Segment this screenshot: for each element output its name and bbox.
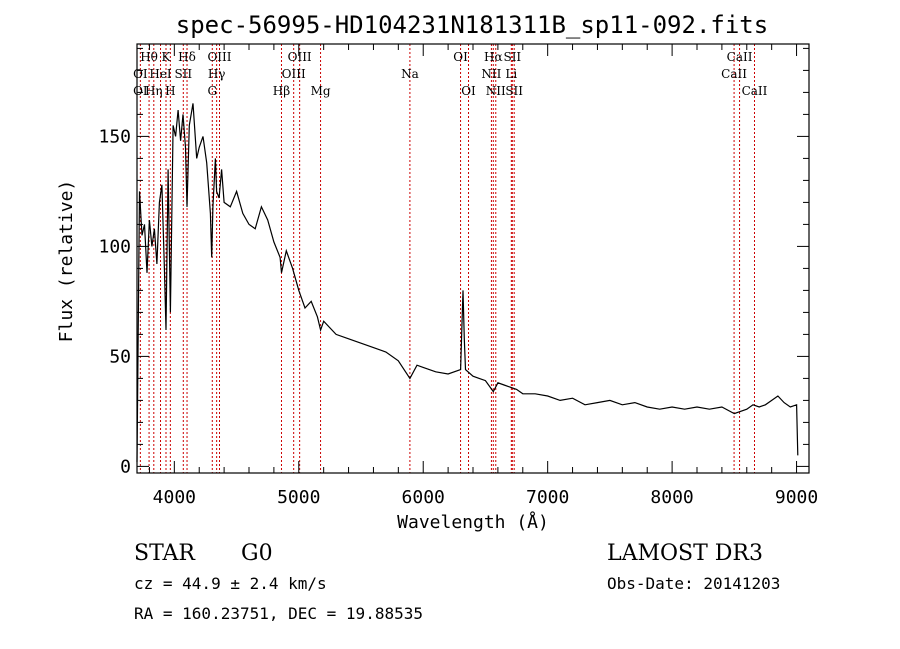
emission-line-label: H [165,84,175,98]
emission-line-labels: Hθ OI OI K HeI Hη H Hδ SII OIII Hγ G OIII OIII Hβ Mg Na O… [133,50,768,98]
object-type: STAR [134,541,196,566]
emission-line-label: OIII [207,50,231,64]
emission-line-label: Hη [145,84,163,98]
emission-line-label: OI [461,84,476,98]
observation-date: Obs-Date: 20141203 [607,574,780,593]
emission-line-label: SII [503,50,521,64]
emission-line-label: Li [505,67,517,81]
y-axis-label: Flux (relative) [56,180,77,343]
emission-line-label: SII [505,84,523,98]
emission-line-label: SII [174,67,192,81]
emission-line-label: HeI [149,67,172,81]
redshift-velocity: cz = 44.9 ± 2.4 km/s [134,574,327,593]
emission-line-label: OI [133,67,148,81]
x-axis-label: Wavelength (Å) [397,511,549,533]
chart-title: spec-56995-HD104231N181311B_sp11-092.fit… [176,11,768,39]
emission-line-label: OI [453,50,468,64]
x-tick-label: 8000 [650,487,693,508]
x-tick-label: 9000 [775,487,818,508]
x-axis-ticks: 4000 5000 6000 7000 8000 9000 [148,44,818,508]
sky-coordinates: RA = 160.23751, DEC = 19.88535 [134,604,423,623]
emission-line-label: Mg [311,84,331,98]
y-tick-label: 100 [98,236,131,257]
y-tick-label: 150 [98,126,131,147]
emission-line-label: OIII [288,50,312,64]
emission-line-label: NII [481,67,501,81]
emission-line-label: CaII [721,67,747,81]
emission-line-label: NII [486,84,506,98]
emission-line-label: OIII [282,67,306,81]
survey-name: LAMOST DR3 [607,541,763,566]
y-tick-label: 0 [120,456,131,477]
emission-line-label: Hγ [208,67,226,81]
emission-line-label: Hα [484,50,503,64]
emission-line-label: Na [401,67,419,81]
emission-line-label: K [162,50,172,64]
emission-line-markers [139,44,755,473]
emission-line-label: Hδ [178,50,196,64]
x-tick-label: 4000 [153,487,196,508]
spectral-subclass: G0 [241,541,273,566]
x-tick-label: 5000 [277,487,320,508]
emission-line-label: G [207,84,217,98]
y-axis-ticks: 0 50 100 150 [98,47,809,477]
spectrum-series-line [136,103,799,463]
emission-line-label: Hβ [273,84,290,98]
y-tick-label: 50 [109,346,131,367]
x-tick-label: 6000 [402,487,445,508]
x-tick-label: 7000 [526,487,569,508]
emission-line-label: CaII [727,50,753,64]
emission-line-label: CaII [742,84,768,98]
emission-line-label: Hθ [140,50,158,64]
